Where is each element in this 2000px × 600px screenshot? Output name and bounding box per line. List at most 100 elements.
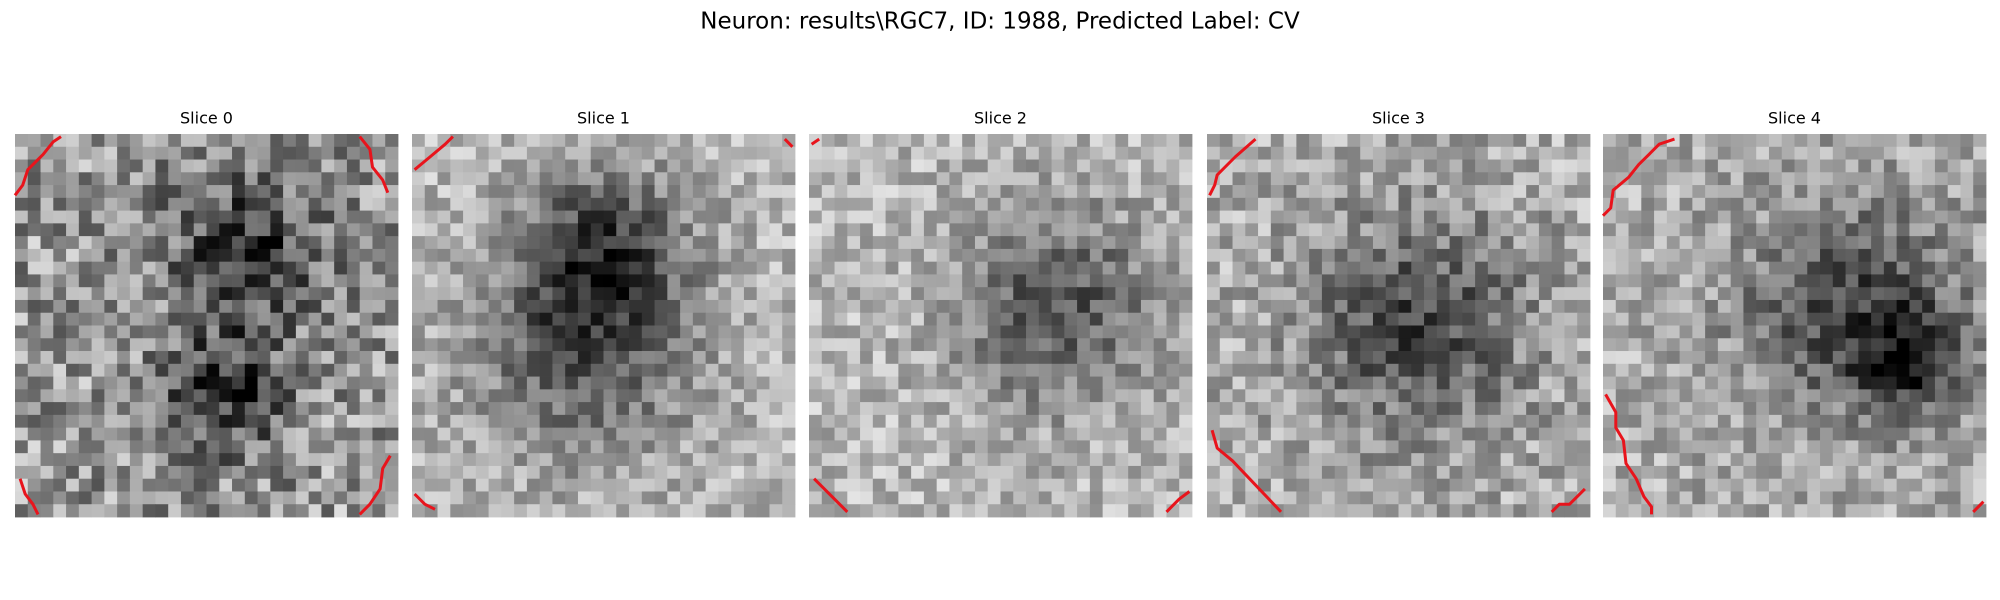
pixel: [1768, 325, 1783, 339]
pixel: [27, 159, 41, 173]
pixel: [1334, 325, 1348, 339]
pixel: [1372, 414, 1387, 429]
pixel: [1153, 185, 1167, 199]
pixel: [1794, 261, 1808, 275]
pixel: [1436, 261, 1450, 275]
pixel: [1909, 414, 1923, 429]
pixel: [1115, 248, 1129, 263]
pixel: [834, 299, 848, 314]
pixel: [885, 338, 899, 352]
pixel: [193, 389, 207, 403]
pixel: [1334, 299, 1348, 314]
pixel: [270, 427, 284, 441]
pixel: [718, 414, 732, 429]
pixel: [731, 440, 745, 454]
pixel: [885, 351, 899, 365]
pixel: [1883, 274, 1898, 288]
pixel: [1922, 338, 1936, 352]
pixel: [872, 236, 886, 250]
pixel: [206, 185, 220, 199]
pixel: [117, 491, 131, 505]
pixel: [1207, 274, 1221, 288]
pixel: [616, 363, 630, 377]
pixel: [1577, 261, 1591, 275]
pixel: [923, 414, 938, 429]
pixel: [1717, 134, 1732, 148]
slice-panel: [809, 134, 1193, 518]
pixel: [334, 504, 348, 518]
pixel: [1526, 491, 1540, 505]
pixel: [53, 427, 67, 441]
pixel: [565, 299, 579, 314]
pixel: [1385, 414, 1399, 429]
pixel: [1820, 146, 1834, 160]
pixel: [1424, 402, 1438, 416]
pixel: [193, 248, 207, 263]
pixel: [1794, 223, 1808, 237]
pixel: [283, 402, 297, 416]
pixel: [1654, 223, 1668, 237]
pixel: [974, 223, 989, 237]
pixel: [1717, 248, 1732, 263]
pixel: [565, 351, 579, 365]
pixel: [936, 146, 950, 160]
pixel: [1564, 504, 1578, 518]
pixel: [1245, 363, 1259, 377]
pixel: [769, 363, 783, 377]
pixel: [1743, 146, 1757, 160]
pixel: [641, 223, 655, 237]
pixel: [1845, 402, 1859, 416]
pixel: [53, 134, 67, 148]
pixel: [769, 197, 783, 211]
pixel: [1768, 299, 1783, 314]
pixel: [565, 325, 579, 339]
pixel: [1679, 197, 1693, 211]
pixel: [270, 197, 284, 211]
pixel: [1026, 159, 1040, 173]
pixel: [501, 440, 515, 454]
pixel: [1615, 478, 1629, 492]
pixel: [450, 376, 464, 390]
pixel: [1051, 389, 1065, 403]
pixel: [1922, 453, 1936, 467]
pixel: [616, 427, 630, 441]
pixel: [809, 351, 823, 365]
pixel: [1321, 389, 1336, 403]
pixel: [898, 172, 912, 186]
pixel: [590, 210, 604, 224]
pixel: [1794, 427, 1808, 441]
pixel: [450, 274, 464, 288]
pixel: [1513, 351, 1527, 365]
pixel: [155, 146, 169, 160]
pixel: [949, 465, 963, 480]
pixel: [40, 402, 54, 416]
pixel: [680, 376, 694, 390]
pixel: [1666, 287, 1680, 301]
pixel: [1896, 210, 1910, 224]
pixel: [1947, 172, 1961, 186]
pixel: [539, 312, 553, 326]
pixel: [949, 414, 963, 429]
pixel: [270, 299, 284, 314]
pixel: [219, 159, 233, 173]
pixel: [1232, 172, 1246, 186]
pixel: [629, 236, 643, 250]
pixel: [117, 453, 131, 467]
pixel: [1013, 210, 1027, 224]
pixel: [1077, 210, 1091, 224]
pixel: [1807, 389, 1821, 403]
pixel: [104, 363, 118, 377]
pixel: [1140, 146, 1155, 160]
pixel: [1973, 440, 1987, 454]
pixel: [295, 376, 310, 390]
pixel: [923, 134, 938, 148]
pixel: [1692, 363, 1706, 377]
pixel: [847, 389, 861, 403]
pixel: [1449, 363, 1463, 377]
pixel: [552, 363, 566, 377]
pixel: [539, 236, 553, 250]
pixel: [412, 274, 426, 288]
pixel: [104, 274, 118, 288]
pixel: [936, 210, 950, 224]
pixel: [437, 465, 451, 480]
